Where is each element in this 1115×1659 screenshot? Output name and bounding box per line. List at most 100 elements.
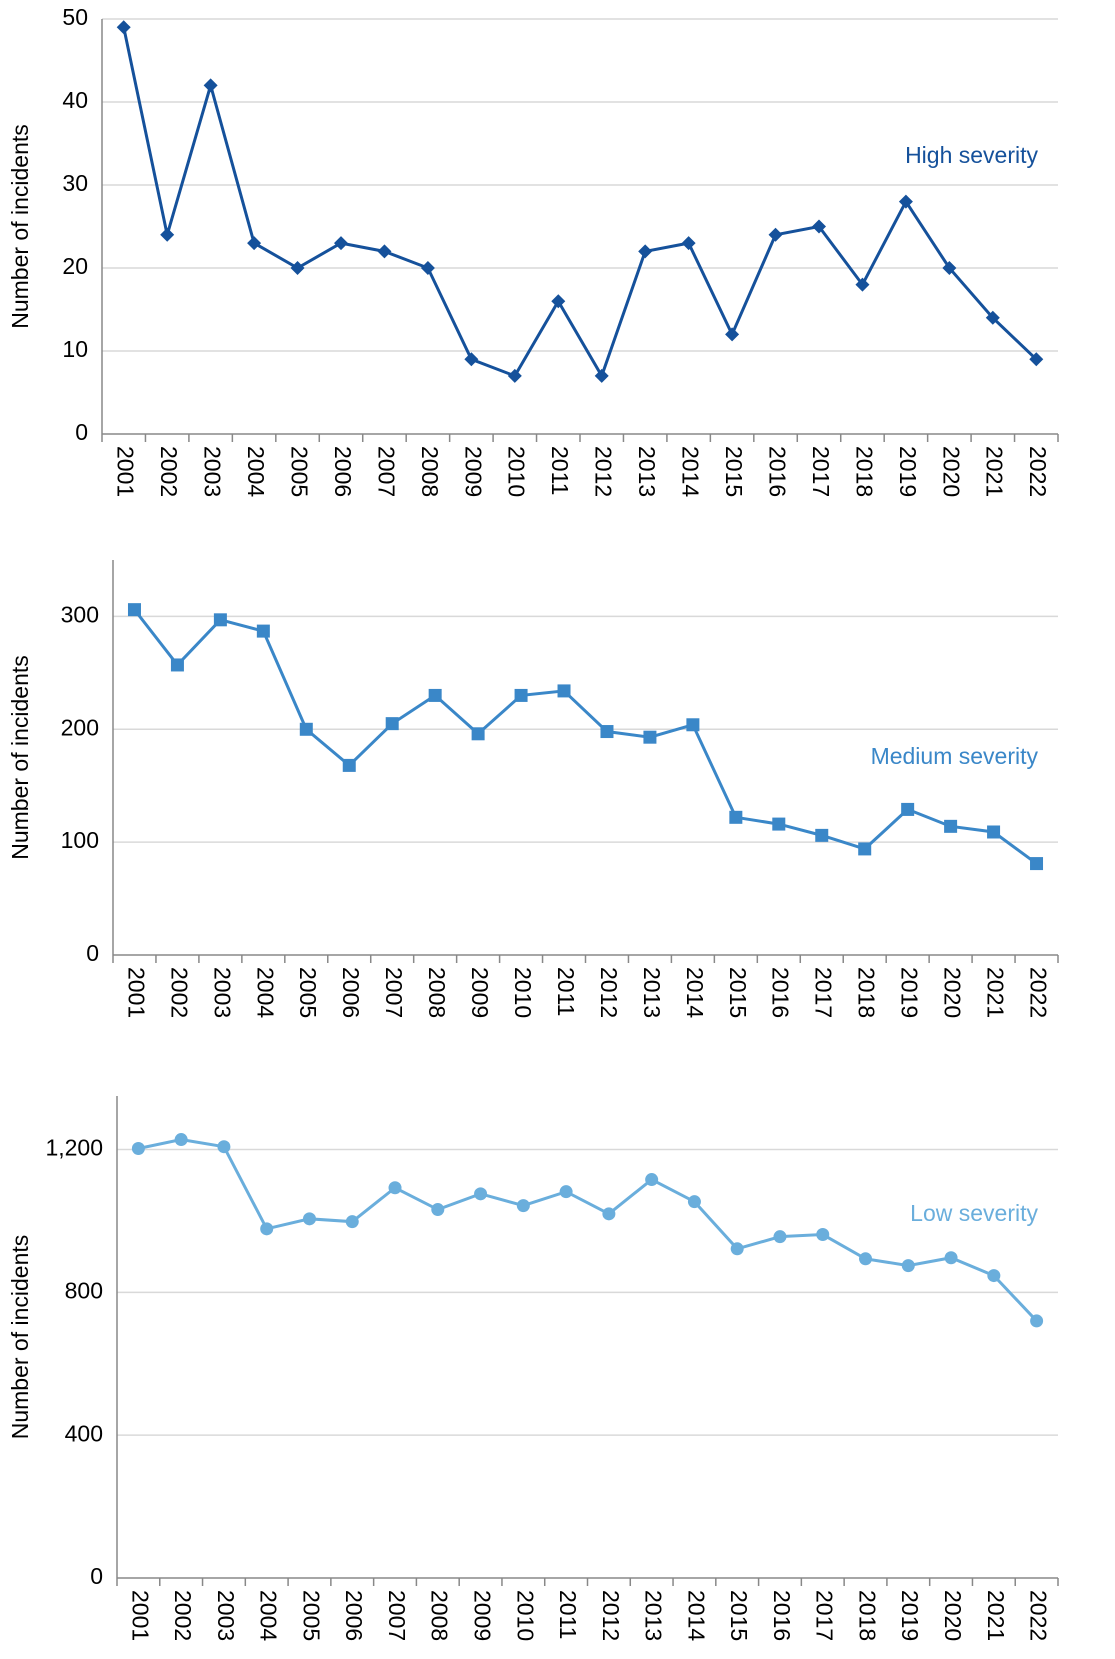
marker <box>385 717 399 731</box>
marker <box>420 261 435 275</box>
x-tick-label: 2001 <box>123 967 149 1018</box>
x-tick-label: 2022 <box>1025 967 1051 1018</box>
marker <box>602 1207 616 1221</box>
x-tick-label: 2010 <box>510 967 536 1018</box>
x-tick-label: 2015 <box>726 1590 752 1641</box>
marker <box>557 684 571 698</box>
x-tick-label: 2018 <box>851 446 877 497</box>
marker <box>942 261 957 275</box>
marker <box>1030 857 1044 871</box>
y-tick-label: 50 <box>62 4 88 30</box>
marker <box>987 1269 1001 1283</box>
marker <box>116 20 131 35</box>
x-tick-label: 2018 <box>854 1590 880 1641</box>
x-tick-label: 2009 <box>469 1590 495 1641</box>
y-axis-label: Number of incidents <box>7 1235 33 1440</box>
x-tick-label: 2017 <box>811 967 837 1018</box>
y-tick-label: 100 <box>61 827 99 853</box>
marker <box>507 368 522 383</box>
series-line <box>133 608 1038 865</box>
x-tick-label: 2011 <box>547 446 573 495</box>
x-tick-label: 2020 <box>940 967 966 1018</box>
marker <box>643 730 657 744</box>
marker <box>334 236 348 251</box>
x-tick-label: 2002 <box>170 1590 196 1641</box>
x-tick-label: 2013 <box>639 967 665 1018</box>
series-line <box>122 26 1038 380</box>
marker <box>247 236 262 251</box>
x-tick-label: 2015 <box>721 446 747 497</box>
marker <box>730 1242 744 1256</box>
y-tick-label: 0 <box>90 1563 103 1589</box>
x-tick-label: 2017 <box>808 446 834 497</box>
x-tick-label: 2008 <box>427 1590 453 1641</box>
marker <box>342 758 356 772</box>
marker <box>815 828 829 842</box>
y-tick-label: 30 <box>62 170 88 196</box>
marker <box>431 1203 445 1217</box>
x-tick-label: 2005 <box>295 967 321 1018</box>
x-tick-label: 2015 <box>725 967 751 1018</box>
x-tick-label: 2005 <box>286 446 312 497</box>
marker <box>131 1141 145 1155</box>
x-tick-label: 2004 <box>256 1590 282 1641</box>
x-tick-label: 2006 <box>330 446 356 497</box>
marker <box>944 1251 958 1265</box>
marker <box>299 722 313 736</box>
marker <box>812 219 826 234</box>
marker <box>260 1222 274 1236</box>
y-tick-label: 20 <box>62 253 88 279</box>
marker <box>160 227 175 242</box>
x-tick-label: 2022 <box>1026 1590 1052 1641</box>
x-tick-label: 2003 <box>209 967 235 1018</box>
marker <box>1030 1314 1044 1328</box>
x-tick-label: 2005 <box>298 1590 324 1641</box>
y-axis-label: Number of incidents <box>7 655 33 860</box>
y-tick-label: 400 <box>65 1420 103 1446</box>
marker <box>729 810 743 824</box>
x-tick-label: 2016 <box>768 967 794 1018</box>
marker <box>901 1259 915 1273</box>
x-tick-label: 2018 <box>854 967 880 1018</box>
x-tick-label: 2019 <box>897 967 923 1018</box>
x-tick-label: 2019 <box>897 1590 923 1641</box>
y-tick-label: 300 <box>61 602 99 628</box>
marker <box>645 1173 659 1187</box>
x-tick-label: 2006 <box>341 1590 367 1641</box>
y-tick-label: 200 <box>61 714 99 740</box>
x-tick-label: 2020 <box>938 446 964 497</box>
x-tick-label: 2017 <box>812 1590 838 1641</box>
x-tick-label: 2021 <box>983 1590 1009 1641</box>
marker <box>471 727 485 741</box>
marker <box>127 603 141 617</box>
x-tick-label: 2016 <box>769 1590 795 1641</box>
marker <box>290 261 305 275</box>
series-line <box>138 1138 1038 1322</box>
x-tick-label: 2002 <box>166 967 192 1018</box>
x-tick-label: 2004 <box>252 967 278 1018</box>
marker <box>377 244 392 259</box>
marker <box>816 1228 830 1242</box>
marker <box>428 688 442 702</box>
marker <box>594 368 609 383</box>
x-tick-label: 2014 <box>683 1590 709 1641</box>
x-tick-label: 2011 <box>553 967 579 1016</box>
marker <box>213 613 227 627</box>
x-tick-label: 2009 <box>460 446 486 497</box>
marker <box>345 1215 359 1229</box>
x-tick-label: 2007 <box>373 446 399 497</box>
y-tick-label: 10 <box>62 336 88 362</box>
x-tick-label: 2010 <box>504 446 530 497</box>
x-tick-label: 2007 <box>384 1590 410 1641</box>
y-tick-label: 0 <box>75 419 88 445</box>
series-label: Medium severity <box>871 743 1039 769</box>
marker <box>516 1199 530 1213</box>
x-tick-label: 2014 <box>682 967 708 1018</box>
x-tick-label: 2003 <box>213 1590 239 1641</box>
x-tick-label: 2001 <box>113 446 139 497</box>
marker <box>898 194 913 209</box>
marker <box>551 294 566 309</box>
x-tick-label: 2022 <box>1025 446 1051 497</box>
marker <box>855 277 870 292</box>
